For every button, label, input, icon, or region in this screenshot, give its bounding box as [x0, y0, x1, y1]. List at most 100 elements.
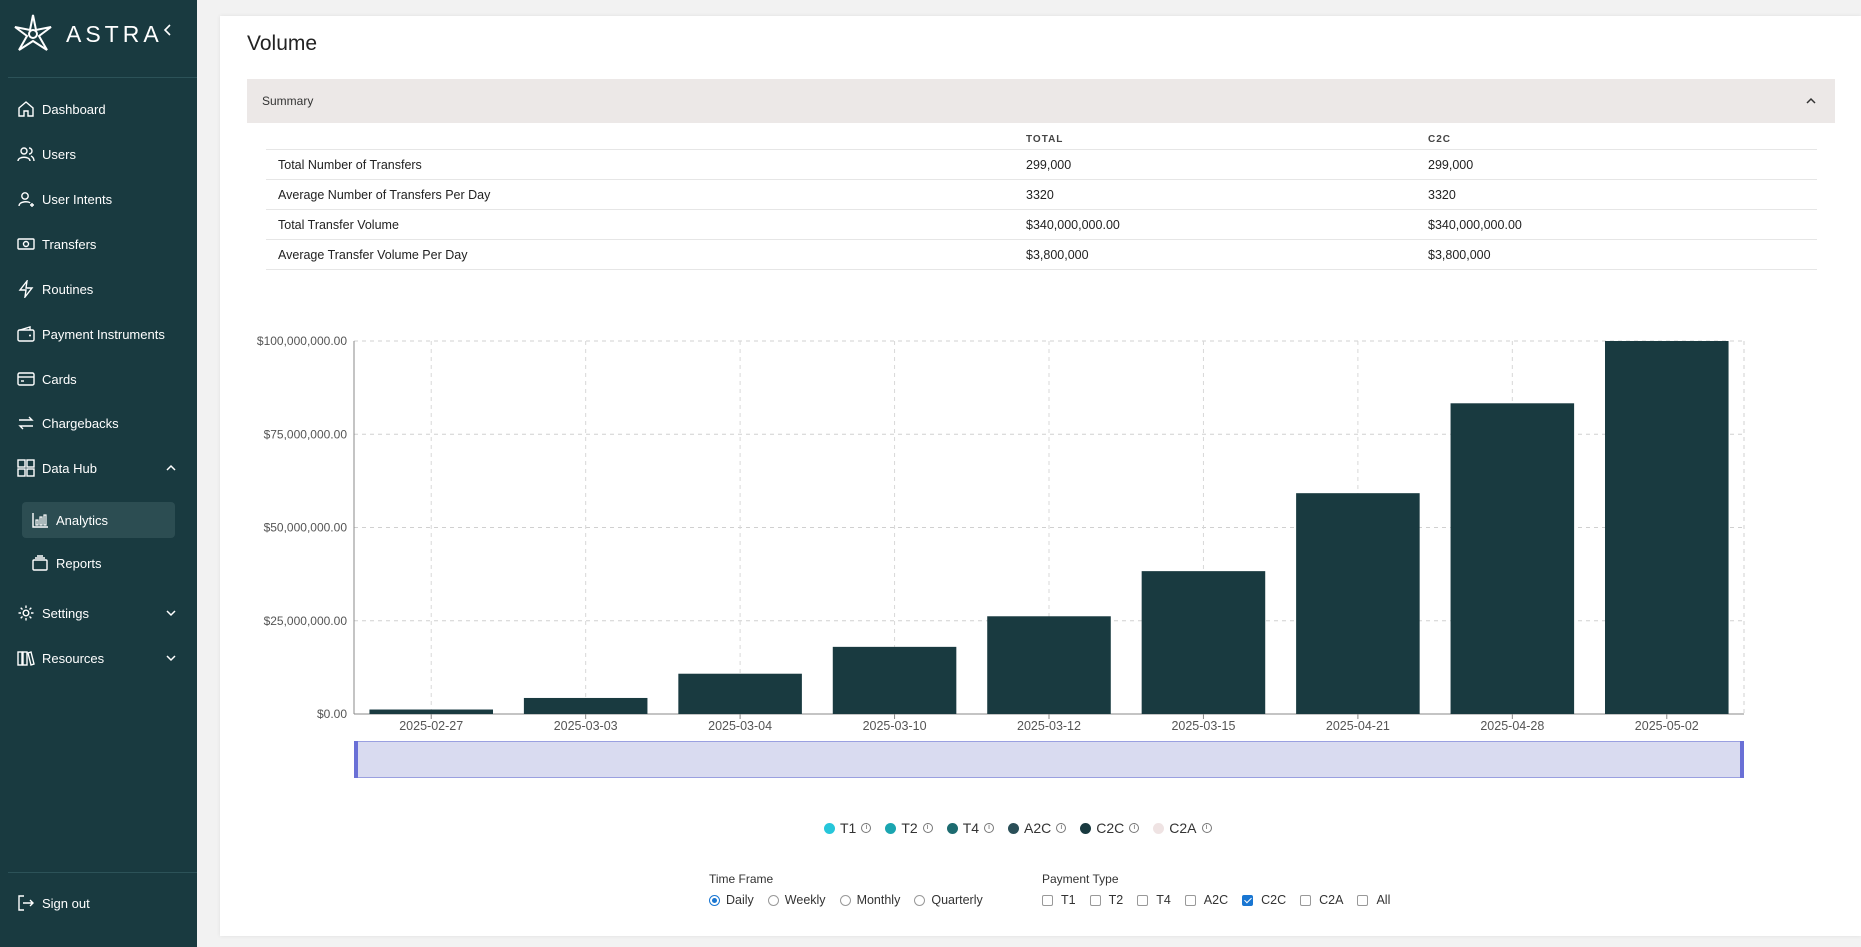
- y-tick-label: $50,000,000.00: [264, 521, 348, 535]
- sidebar-item-label: Dashboard: [42, 101, 106, 117]
- info-icon[interactable]: i: [1056, 823, 1067, 833]
- time-frame-title: Time Frame: [709, 872, 774, 886]
- brand-logo[interactable]: ASTRA: [12, 12, 163, 56]
- legend-label: T2: [901, 820, 918, 836]
- x-tick-label: 2025-03-04: [708, 719, 772, 733]
- main-panel: Volume Summary TOTAL C2C Total Number of…: [220, 16, 1861, 936]
- home-icon: [17, 100, 35, 118]
- legend-label: A2C: [1024, 820, 1052, 836]
- info-icon[interactable]: i: [861, 823, 872, 833]
- payment-type-option[interactable]: All: [1357, 893, 1390, 907]
- info-icon[interactable]: i: [984, 823, 995, 833]
- chart-zoom-slider[interactable]: [354, 741, 1744, 778]
- legend-dot: [1008, 822, 1020, 834]
- sidebar-item-label: Transfers: [42, 236, 97, 252]
- radio-button[interactable]: [767, 894, 779, 906]
- checkbox[interactable]: [1184, 894, 1196, 906]
- x-tick-label: 2025-03-12: [1017, 719, 1081, 733]
- option-label: Daily: [726, 893, 754, 907]
- info-icon[interactable]: i: [1201, 823, 1212, 833]
- time-frame-filter: Time Frame Daily Weekly Monthly Quarterly: [709, 872, 997, 907]
- legend-item[interactable]: C2A i: [1153, 820, 1212, 836]
- sidebar-item-cards[interactable]: Cards: [0, 359, 197, 399]
- chevron-up-icon[interactable]: [1805, 95, 1817, 107]
- legend-item[interactable]: A2C i: [1008, 820, 1067, 836]
- sign-out-button[interactable]: Sign out: [0, 883, 197, 923]
- table-cell: 299,000: [1026, 158, 1072, 172]
- checkbox[interactable]: [1242, 894, 1254, 906]
- option-label: Monthly: [856, 893, 901, 907]
- sign-out-label: Sign out: [42, 895, 90, 911]
- zoom-handle-right[interactable]: [1740, 741, 1744, 778]
- radio-button[interactable]: [709, 894, 720, 906]
- legend-item[interactable]: T2 i: [885, 820, 933, 836]
- chevron-down-icon: [166, 655, 176, 662]
- collapse-sidebar-icon[interactable]: [160, 22, 176, 38]
- sidebar-item-dashboard[interactable]: Dashboard: [0, 89, 197, 129]
- x-tick-label: 2025-03-15: [1171, 719, 1235, 733]
- sidebar-item-users[interactable]: Users: [0, 134, 197, 174]
- time-frame-option[interactable]: Weekly: [767, 893, 826, 907]
- sidebar-item-payment-instruments[interactable]: Payment Instruments: [0, 314, 197, 354]
- payment-type-option[interactable]: T2: [1089, 893, 1124, 907]
- sidebar-item-settings[interactable]: Settings: [0, 593, 197, 633]
- legend-item[interactable]: C2C i: [1080, 820, 1140, 836]
- payment-type-option[interactable]: C2A: [1300, 893, 1343, 907]
- sidebar-subitem-analytics[interactable]: Analytics: [22, 502, 175, 538]
- gear-icon: [17, 604, 35, 622]
- radio-button[interactable]: [839, 894, 851, 906]
- sidebar-item-resources[interactable]: Resources: [0, 638, 197, 678]
- payment-type-option[interactable]: T1: [1042, 893, 1076, 907]
- time-frame-option[interactable]: Quarterly: [914, 893, 983, 907]
- time-frame-option[interactable]: Monthly: [839, 893, 901, 907]
- checkbox[interactable]: [1137, 894, 1149, 906]
- checkbox[interactable]: [1357, 894, 1369, 906]
- sidebar-item-label: User Intents: [42, 191, 113, 207]
- bar-chart-icon: [31, 511, 49, 529]
- checkbox[interactable]: [1300, 894, 1312, 906]
- table-row: Total Number of Transfers 299,000 299,00…: [266, 150, 1817, 180]
- payment-type-option[interactable]: T4: [1137, 893, 1171, 907]
- option-label: C2A: [1319, 893, 1344, 907]
- sidebar-subitem-reports[interactable]: Reports: [22, 545, 175, 581]
- grid-icon: [17, 459, 35, 477]
- sidebar-item-label: Settings: [42, 605, 89, 621]
- option-label: T4: [1156, 893, 1171, 907]
- legend-item[interactable]: T4 i: [946, 820, 995, 836]
- users-icon: [17, 145, 35, 163]
- option-label: C2C: [1261, 893, 1287, 907]
- checkbox[interactable]: [1089, 894, 1101, 906]
- table-header-row: TOTAL C2C: [266, 128, 1817, 150]
- chart-bar: [678, 673, 802, 714]
- sidebar-item-chargebacks[interactable]: Chargebacks: [0, 403, 197, 443]
- legend-item[interactable]: T1 i: [824, 820, 872, 836]
- legend-label: C2C: [1096, 820, 1125, 836]
- sidebar-item-transfers[interactable]: Transfers: [0, 224, 197, 264]
- legend-dot: [824, 822, 835, 834]
- checkbox[interactable]: [1042, 894, 1053, 906]
- zoom-handle-left[interactable]: [354, 741, 358, 778]
- info-icon[interactable]: i: [922, 823, 933, 833]
- chevron-down-icon: [166, 610, 176, 617]
- chart-bar: [987, 616, 1111, 714]
- chart-bar: [1141, 571, 1266, 714]
- sidebar-item-user-intents[interactable]: User Intents: [0, 179, 197, 219]
- legend-label: T4: [962, 820, 980, 836]
- x-tick-label: 2025-05-02: [1635, 719, 1699, 733]
- table-cell: Total Transfer Volume: [278, 218, 399, 232]
- payment-type-option[interactable]: C2C: [1242, 893, 1286, 907]
- info-icon[interactable]: i: [1129, 823, 1140, 833]
- sidebar-item-label: Users: [42, 146, 76, 162]
- chart-bar: [1450, 403, 1575, 714]
- time-frame-option[interactable]: Daily: [709, 893, 754, 907]
- option-label: T2: [1108, 893, 1124, 907]
- payment-type-option[interactable]: A2C: [1184, 893, 1228, 907]
- summary-accordion-header[interactable]: Summary: [247, 79, 1835, 123]
- radio-button[interactable]: [914, 894, 926, 906]
- y-tick-label: $25,000,000.00: [264, 614, 348, 628]
- sidebar-item-routines[interactable]: Routines: [0, 269, 197, 309]
- sidebar-item-data-hub[interactable]: Data Hub: [0, 448, 197, 488]
- library-icon: [17, 649, 35, 667]
- sidebar-subitem-label: Analytics: [56, 512, 109, 528]
- summary-label: Summary: [262, 94, 314, 108]
